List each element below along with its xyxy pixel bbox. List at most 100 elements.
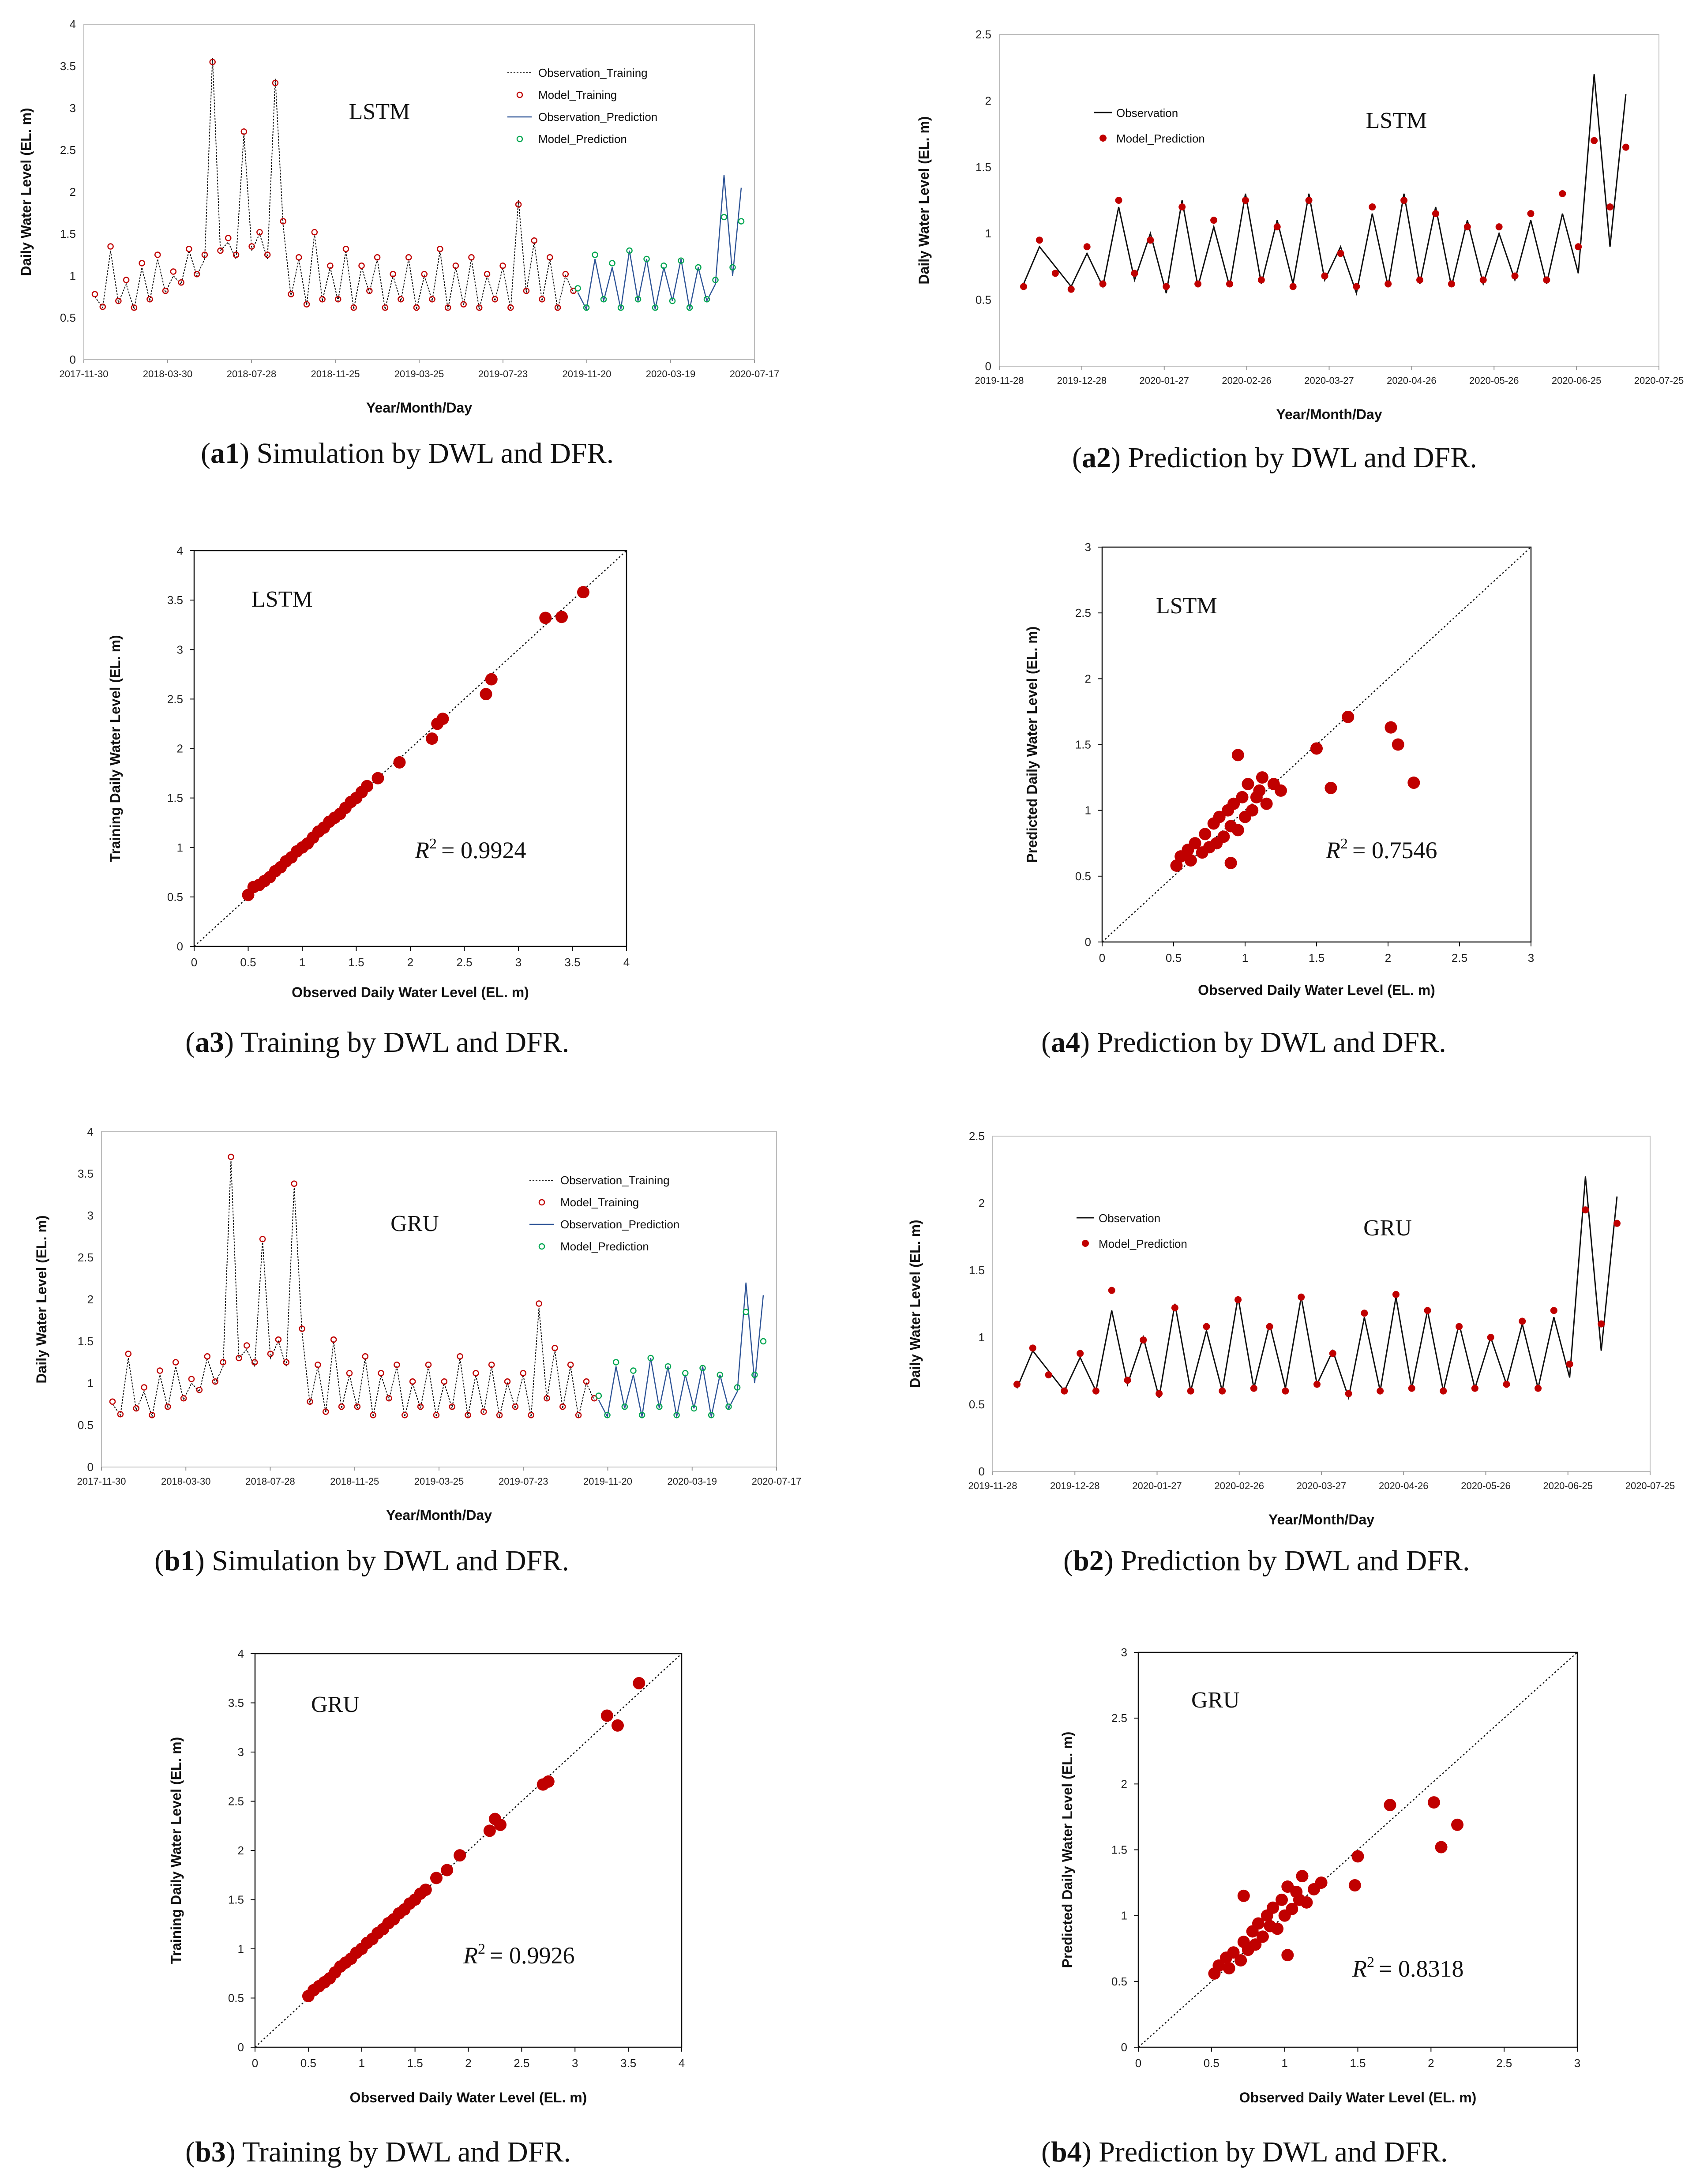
scatter-point [539, 612, 552, 624]
point-model-prediction [1337, 250, 1344, 257]
caption-a2: (a2) Prediction by DWL and DFR. [1072, 442, 1477, 474]
point-model-training [370, 1411, 376, 1418]
point-model-training [562, 270, 569, 278]
y-axis-title: Daily Water Level (EL. m) [907, 1220, 923, 1388]
point-model-prediction [1305, 197, 1313, 204]
scatter-point [1249, 1938, 1262, 1951]
x-tick-label: 2020-03-27 [1304, 375, 1354, 386]
model-label: GRU [1363, 1216, 1412, 1241]
chart-b1: 0 0.5 1 1.5 2 2.5 3 3.5 4 2017-11-30 2018-03-30 201… [34, 1125, 801, 1523]
x-tick-label: 2019-12-28 [1057, 375, 1107, 386]
x-tick-label: 2020-01-27 [1139, 375, 1189, 386]
point-model-prediction [1345, 1390, 1352, 1397]
point-model-prediction [583, 304, 590, 311]
point-model-training [311, 229, 318, 236]
point-model-training [228, 1153, 234, 1160]
caption-b4: (b4) Prediction by DWL and DFR. [1041, 2136, 1448, 2168]
point-model-prediction [612, 1359, 619, 1366]
point-model-training [358, 262, 365, 269]
scatter-point [1189, 837, 1201, 850]
y-tick-label: 3.5 [60, 60, 76, 73]
y-tick-label: 0.5 [1111, 1975, 1127, 1988]
point-model-prediction [1045, 1371, 1052, 1379]
model-label: LSTM [251, 587, 313, 612]
point-model-training [188, 1376, 195, 1382]
point-model-training [248, 243, 255, 250]
x-tick-label: 2020-04-26 [1387, 375, 1437, 386]
point-model-training [512, 1403, 519, 1410]
point-model-prediction [1099, 280, 1107, 288]
x-tick-label: 2018-07-28 [245, 1476, 295, 1487]
scatter-point [600, 1709, 613, 1722]
caption-a4: (a4) Prediction by DWL and DFR. [1041, 1026, 1446, 1058]
point-model-prediction [630, 1367, 637, 1374]
point-model-training [449, 1403, 455, 1410]
point-model-training [488, 1361, 495, 1368]
point-model-training [390, 270, 396, 278]
point-model-training [567, 1361, 574, 1368]
point-model-training [299, 1325, 305, 1332]
point-model-training [303, 301, 310, 308]
point-model-training [492, 296, 499, 303]
x-tick-label: 2019-07-23 [478, 368, 528, 379]
y-tick-label: 3 [177, 643, 183, 656]
point-model-prediction [1051, 270, 1059, 277]
legend-swatch-model-prediction [538, 1243, 545, 1250]
point-model-prediction [682, 1370, 689, 1377]
scatter-point [1267, 1901, 1280, 1914]
point-model-prediction [720, 214, 728, 221]
y-tick-label: 0 [70, 353, 76, 366]
y-tick-label: 0.5 [1075, 870, 1091, 883]
point-model-training [99, 304, 106, 310]
point-model-training [523, 287, 530, 294]
point-model-prediction [1013, 1381, 1021, 1388]
x-tick-label: 2017-11-30 [77, 1476, 126, 1487]
y-tick-label: 0 [1085, 935, 1091, 949]
one-to-one-line [1138, 1652, 1578, 2048]
point-model-training [180, 1395, 187, 1402]
x-tick-label: 2.5 [514, 2056, 529, 2070]
series-observation-prediction [598, 1282, 764, 1418]
point-model-training [544, 1395, 550, 1402]
scatter-point [1296, 1870, 1309, 1883]
point-model-prediction [621, 1403, 628, 1410]
point-model-prediction [1550, 1307, 1557, 1314]
point-model-prediction [760, 1338, 767, 1345]
legend-label: Observation_Prediction [538, 110, 657, 124]
legend-label: Model_Training [538, 88, 617, 101]
point-model-training [323, 1408, 329, 1415]
point-model-training [480, 1408, 487, 1415]
point-model-training [139, 260, 145, 266]
point-model-training [398, 296, 404, 303]
point-model-prediction [1210, 217, 1218, 224]
point-model-prediction [1416, 276, 1424, 284]
scatter-point [371, 772, 384, 784]
y-tick-label: 3.5 [167, 593, 183, 607]
point-model-prediction [1361, 1310, 1368, 1317]
point-model-prediction [738, 218, 745, 225]
scatter-point [1451, 1818, 1464, 1831]
series-observation [1023, 74, 1627, 296]
x-axis-title: Year/Month/Day [386, 1507, 492, 1523]
legend-swatch-model-prediction [1099, 135, 1107, 142]
y-axis-title: Daily Water Level (EL. m) [18, 108, 34, 276]
scatter-point [361, 780, 373, 792]
x-tick-label: 2020-07-25 [1634, 375, 1684, 386]
x-tick-label: 2018-03-30 [161, 1476, 211, 1487]
scatter-point [555, 611, 568, 623]
y-tick-label: 1 [238, 1942, 244, 1955]
point-model-prediction [1519, 1317, 1526, 1325]
x-tick-label: 1 [1281, 2056, 1287, 2070]
scatter-point [1237, 1889, 1250, 1902]
scatter-point [1231, 749, 1244, 762]
legend-label: Observation_Training [538, 66, 648, 79]
point-model-prediction [699, 1365, 706, 1372]
scatter-point [1260, 797, 1273, 810]
series-observation [1016, 1176, 1618, 1400]
x-tick-label: 0.5 [240, 956, 256, 969]
point-model-training [225, 235, 232, 241]
point-model-training [499, 262, 506, 269]
point-model-training [457, 1353, 463, 1360]
point-model-prediction [1463, 223, 1471, 231]
x-tick-label: 2019-03-25 [414, 1476, 464, 1487]
